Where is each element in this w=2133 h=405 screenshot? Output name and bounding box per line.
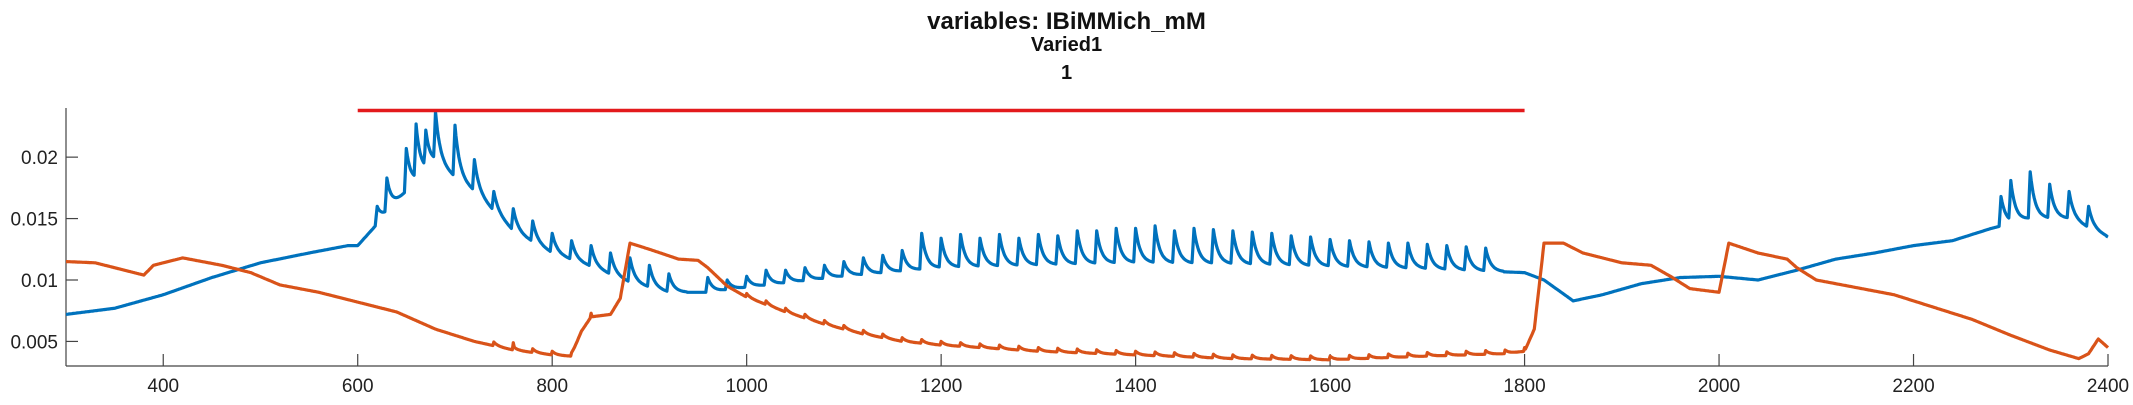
x-tick-label: 1000	[726, 376, 768, 397]
y-tick-label: 0.005	[10, 332, 58, 353]
x-tick-label: 600	[342, 376, 374, 397]
x-tick-label: 2000	[1698, 376, 1740, 397]
axes: 400 600 800 1000 1200 1400 1600 1800 2000 2200 240…	[10, 108, 2129, 397]
x-tick-label: 2400	[2087, 376, 2129, 397]
series-line-orange	[65, 241, 2110, 362]
chart-subtitle-2: 1	[1060, 62, 1073, 84]
series-line-blue	[65, 110, 2109, 316]
y-tick-label: 0.01	[21, 271, 58, 292]
x-tick-label: 1400	[1114, 376, 1156, 397]
x-tick-label: 2200	[1892, 376, 1934, 397]
x-tick-label: 1600	[1309, 376, 1351, 397]
x-tick-label: 1200	[920, 376, 962, 397]
x-tick-label: 800	[536, 376, 568, 397]
x-tick-label: 400	[147, 376, 179, 397]
y-tick-label: 0.015	[10, 210, 58, 231]
series-layer	[65, 110, 2110, 362]
y-tick-label: 0.02	[21, 148, 58, 169]
chart-title: variables: IBiMMich_mM	[927, 8, 1206, 35]
x-tick-label: 1800	[1503, 376, 1545, 397]
chart-subtitle: Varied1	[1030, 34, 1103, 56]
